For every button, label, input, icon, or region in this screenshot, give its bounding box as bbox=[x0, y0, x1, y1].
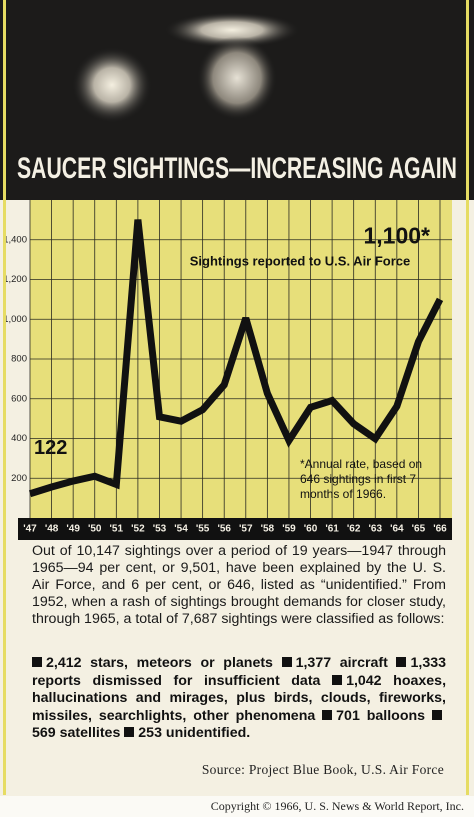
x-tick-label: '52 bbox=[131, 524, 145, 535]
x-tick-label: '61 bbox=[325, 524, 339, 535]
y-tick-label: 600 bbox=[11, 393, 27, 404]
item: 253 unidentified. bbox=[138, 725, 251, 741]
x-tick-label: '50 bbox=[88, 524, 102, 535]
bullet bbox=[332, 674, 343, 685]
x-tick-label: '63 bbox=[369, 524, 383, 535]
x-tick-label: '56 bbox=[217, 524, 231, 535]
item: 1,042 hoaxes, hallucinations and mirages… bbox=[32, 672, 447, 724]
footnote: months of 1966. bbox=[300, 487, 386, 501]
x-tick-label: '49 bbox=[66, 524, 80, 535]
y-tick-label: 400 bbox=[11, 433, 27, 444]
x-tick-label: '53 bbox=[153, 524, 167, 535]
chart-title: SAUCER SIGHTINGS—INCREASING AGAIN bbox=[17, 152, 457, 185]
x-tick-label: '51 bbox=[110, 524, 124, 535]
bullet bbox=[396, 657, 407, 667]
chart-subtitle: Sightings reported to U.S. Air Force bbox=[190, 253, 411, 268]
glow bbox=[72, 47, 152, 123]
x-tick-label: '54 bbox=[174, 524, 188, 535]
item: 2,412 stars, meteors or planets bbox=[46, 655, 273, 671]
item: 701 balloons bbox=[336, 707, 426, 724]
y-tick-label: 800 bbox=[11, 354, 27, 365]
year-strip bbox=[18, 518, 452, 540]
x-tick-label: '64 bbox=[390, 524, 404, 535]
bullet bbox=[322, 709, 333, 720]
saucer bbox=[164, 12, 300, 48]
bullet bbox=[431, 709, 442, 720]
x-tick-label: '66 bbox=[433, 524, 447, 535]
x-tick-label: '55 bbox=[196, 524, 210, 535]
item: 1,333 reports dismissed for insufficient… bbox=[32, 655, 446, 689]
item-list: 2,412 stars, meteors or planets 1,377 ai… bbox=[32, 655, 446, 743]
x-tick-label: '65 bbox=[412, 524, 426, 535]
x-tick-label: '62 bbox=[347, 524, 361, 535]
x-tick-label: '57 bbox=[239, 524, 253, 535]
y-tick-label: 1,200 bbox=[3, 274, 27, 285]
footnote: *Annual rate, based on bbox=[300, 457, 422, 471]
value-label: 1,100* bbox=[363, 222, 430, 248]
x-tick-label: '47 bbox=[23, 524, 37, 535]
x-tick-label: '60 bbox=[304, 524, 318, 535]
item: 569 satellites bbox=[32, 725, 121, 741]
paragraph: Out of 10,147 sightings over a period of… bbox=[32, 543, 446, 627]
sightings-line bbox=[28, 219, 444, 498]
saucer-beam bbox=[197, 36, 277, 120]
source: Source: Project Blue Book, U.S. Air Forc… bbox=[201, 762, 444, 777]
x-tick-label: '59 bbox=[282, 524, 296, 535]
value-label: 122 bbox=[34, 437, 67, 459]
chart: SAUCER SIGHTINGS—INCREASING AGAIN '47 '48… bbox=[0, 0, 474, 540]
y-tick-label: 200 bbox=[11, 473, 27, 484]
x-tick-label: '48 bbox=[45, 524, 59, 535]
y-tick-label: 1,000 bbox=[3, 314, 27, 325]
bullet bbox=[124, 727, 135, 737]
copyright: Copyright © 1966, U. S. News & World Rep… bbox=[0, 796, 474, 817]
y-tick-label: 1,400 bbox=[3, 234, 27, 245]
footnote: 646 sightings in first 7 bbox=[300, 472, 416, 486]
x-tick-label: '58 bbox=[261, 524, 275, 535]
bullet bbox=[32, 657, 42, 667]
item: 1,377 aircraft bbox=[295, 655, 388, 671]
bullet bbox=[281, 657, 292, 667]
